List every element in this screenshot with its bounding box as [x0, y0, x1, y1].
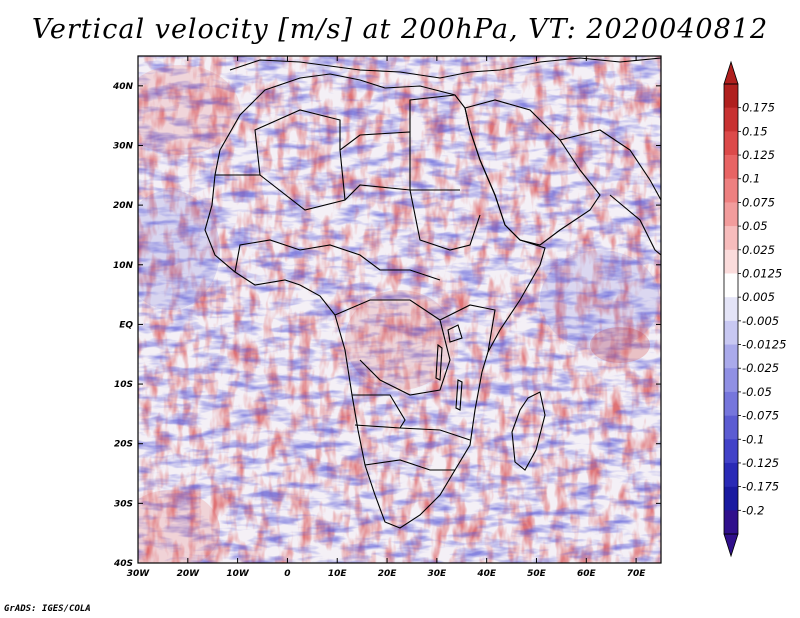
colorbar-segment: [724, 368, 738, 393]
colorbar-label: -0.005: [742, 314, 779, 328]
lon-label: 20E: [378, 569, 398, 579]
colorbar-segment: [724, 320, 738, 345]
border-drc: [334, 299, 451, 396]
colorbar-bottom-arrow: [723, 533, 739, 558]
lon-label: 30E: [428, 569, 448, 579]
colorbar-segment: [724, 510, 738, 535]
lon-label: 70E: [627, 569, 647, 579]
colorbar-segment: [724, 344, 738, 369]
lat-label: 30S: [114, 499, 133, 509]
border-east: [439, 304, 496, 353]
colorbar-segment: [724, 202, 738, 227]
plot-frame: [137, 55, 662, 564]
india-coastline: [609, 194, 661, 256]
lake-malawi: [455, 379, 463, 411]
colorbar-segment: [724, 155, 738, 180]
colorbar-label: 0.1: [742, 172, 760, 186]
colorbar-label: 0.005: [742, 290, 775, 304]
colorbar-label: -0.175: [742, 480, 779, 494]
colorbar-label: 0.125: [742, 148, 775, 162]
asia-coastline: [559, 129, 661, 201]
colorbar-top-arrow: [723, 60, 739, 85]
lon-label: 60E: [577, 569, 597, 579]
lon-label: 50E: [527, 569, 547, 579]
border-libya: [339, 131, 411, 201]
colorbar-segment: [724, 415, 738, 440]
colorbar-label: -0.025: [742, 361, 779, 375]
colorbar-segment: [724, 107, 738, 132]
colorbar-frame: [723, 83, 739, 535]
latitude-axis: 40N 30N 20N 10N EQ 10S 20S 30S 40S: [112, 82, 661, 569]
colorbar-label: 0.075: [742, 195, 775, 209]
arabia-coastline: [464, 99, 601, 246]
map-title: Vertical velocity [m/s] at 200hPa, VT: 2…: [31, 14, 769, 45]
colorbar-segment: [724, 131, 738, 156]
colorbar-segment: [724, 297, 738, 322]
colorbar-segment: [724, 273, 738, 298]
lat-label: 30N: [113, 141, 134, 151]
velocity-field: [138, 56, 661, 563]
lat-label: 20N: [113, 201, 134, 211]
lat-label: EQ: [119, 320, 133, 330]
colorbar-segment: [724, 486, 738, 511]
lat-label: 10S: [114, 380, 133, 390]
colorbar-label: -0.0125: [742, 338, 786, 352]
madagascar-coastline: [511, 391, 546, 471]
colorbar-segment: [724, 226, 738, 251]
border-angola: [352, 394, 406, 429]
border-egypt: [409, 94, 456, 132]
lon-label: 30W: [127, 569, 151, 579]
colorbar-segment: [724, 439, 738, 464]
colorbar-label: -0.125: [742, 456, 779, 470]
colorbar-label: 0.025: [742, 243, 775, 257]
lake-tanganyika: [435, 343, 443, 381]
colorbar-segment: [724, 462, 738, 487]
lat-label: 40N: [112, 82, 134, 92]
colorbar: 0.175 0.15 0.125 0.1 0.075 0.05 0.025 0.0125 0.0…: [723, 60, 786, 558]
colorbar-label: 0.0125: [742, 266, 782, 280]
lat-label: 40S: [113, 559, 133, 569]
border-sudan: [409, 189, 481, 251]
colorbar-segment: [724, 391, 738, 416]
lake-victoria: [447, 324, 463, 343]
colorbar-label: -0.1: [742, 432, 764, 446]
colorbar-label: -0.2: [742, 503, 764, 517]
lon-label: 0: [284, 569, 290, 579]
border-south: [354, 424, 471, 441]
lon-label: 10E: [328, 569, 348, 579]
colorbar-label: 0.175: [742, 101, 775, 115]
colorbar-label: 0.05: [742, 219, 768, 233]
border-central: [299, 244, 441, 281]
colorbar-segment: [724, 249, 738, 274]
colorbar-label: 0.15: [742, 124, 768, 138]
colorbar-segment: [724, 178, 738, 203]
colorbar-label: -0.05: [742, 385, 772, 399]
border-southafrica: [364, 459, 455, 471]
lon-label: 20W: [177, 569, 201, 579]
lon-label: 10W: [226, 569, 250, 579]
border-west: [234, 239, 301, 273]
lat-label: 20S: [114, 440, 133, 450]
africa-coastline: [204, 73, 546, 529]
grads-credit: GrADS: IGES/COLA: [4, 604, 91, 614]
longitude-axis: 30W 20W 10W 0 10E 20E 30E 40E 50E 60E 70E: [127, 56, 647, 579]
lon-label: 40E: [476, 569, 497, 579]
colorbar-segment: [724, 84, 738, 108]
coastlines: [204, 57, 661, 529]
colorbar-label: -0.075: [742, 409, 779, 423]
europe-coastline: [229, 57, 661, 79]
lat-label: 10N: [113, 261, 134, 271]
border-algeria: [254, 109, 341, 176]
